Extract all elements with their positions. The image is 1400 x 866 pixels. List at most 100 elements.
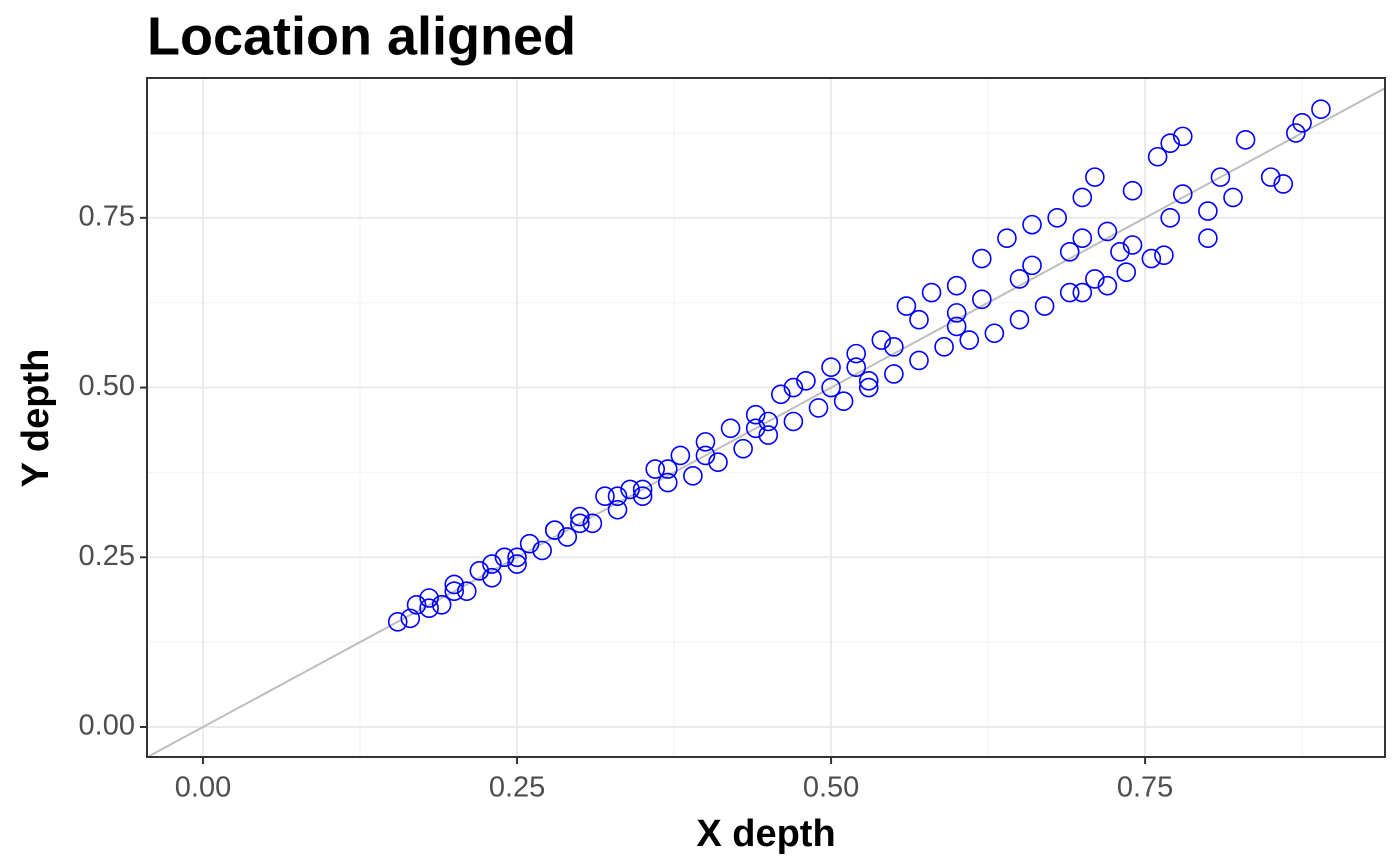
point [519, 533, 540, 554]
point [444, 581, 465, 602]
point [808, 398, 829, 418]
point [971, 248, 992, 269]
point [1034, 296, 1055, 316]
point [946, 275, 967, 296]
point [1160, 133, 1181, 153]
point [607, 499, 628, 520]
point [570, 506, 590, 527]
point [758, 411, 779, 432]
point [387, 611, 408, 632]
point [419, 598, 439, 618]
point [595, 486, 615, 506]
point [632, 486, 653, 506]
point [1198, 201, 1218, 221]
x-tick-label: 0.00 [175, 772, 231, 804]
point [1072, 228, 1093, 249]
point [858, 377, 879, 398]
point [1260, 167, 1281, 187]
point [456, 581, 477, 602]
point [1141, 248, 1162, 269]
point [620, 479, 640, 500]
point [419, 588, 439, 608]
point [946, 316, 967, 337]
point [833, 391, 854, 411]
point [884, 337, 904, 357]
point [1116, 262, 1137, 282]
point [1097, 221, 1118, 242]
x-tick-label: 0.75 [1117, 772, 1173, 804]
point [1172, 126, 1193, 147]
point [896, 296, 917, 316]
point [946, 303, 967, 323]
point [720, 418, 741, 439]
point [557, 527, 578, 547]
point [858, 370, 879, 391]
point [1122, 235, 1143, 255]
point [909, 350, 929, 371]
y-tick-label: 0.00 [79, 710, 135, 742]
point [532, 540, 552, 561]
point [1022, 214, 1042, 235]
x-tick-label: 0.25 [489, 772, 545, 804]
point [758, 425, 779, 445]
point [482, 554, 502, 574]
point [846, 357, 866, 377]
y-tick-label: 0.50 [79, 370, 135, 402]
point [871, 330, 892, 350]
point [1286, 123, 1306, 143]
point [444, 574, 465, 595]
point [695, 432, 716, 452]
point [821, 377, 841, 398]
point [1085, 269, 1105, 289]
point [1172, 184, 1193, 204]
point [1210, 167, 1231, 187]
point [1147, 146, 1168, 167]
point [1009, 269, 1030, 289]
point [846, 343, 866, 364]
point [1311, 99, 1331, 120]
point [657, 472, 678, 493]
point [1097, 275, 1118, 296]
point [1273, 174, 1294, 194]
point [1047, 208, 1067, 228]
point [1154, 245, 1174, 265]
point [645, 459, 666, 479]
reference-line [147, 87, 1385, 757]
point [1085, 167, 1105, 187]
point [997, 228, 1017, 249]
point [783, 377, 804, 398]
point [670, 445, 691, 466]
point [959, 330, 980, 350]
point [1292, 113, 1312, 133]
panel-border [146, 77, 1386, 758]
point [821, 357, 841, 377]
point [783, 411, 804, 432]
point [632, 479, 653, 500]
point [469, 561, 490, 581]
point [1160, 208, 1181, 228]
point [745, 404, 766, 425]
point [507, 547, 527, 568]
point [683, 466, 703, 486]
point [400, 608, 421, 629]
point [1059, 282, 1080, 303]
y-tick-label: 0.25 [79, 540, 135, 572]
x-axis-title: X depth [696, 813, 835, 855]
y-tick-label: 0.75 [79, 201, 135, 233]
point [745, 418, 766, 439]
point [971, 289, 992, 310]
point [771, 384, 791, 405]
point [431, 594, 452, 615]
point [482, 567, 502, 588]
point [1235, 129, 1256, 150]
point [1072, 187, 1093, 208]
x-tick-label: 0.50 [803, 772, 859, 804]
chart-title: Location aligned [147, 6, 576, 66]
point [708, 452, 728, 473]
point [909, 309, 929, 330]
point [544, 520, 565, 540]
point [582, 513, 603, 534]
point [921, 282, 942, 303]
point [695, 445, 716, 466]
point [494, 547, 515, 568]
